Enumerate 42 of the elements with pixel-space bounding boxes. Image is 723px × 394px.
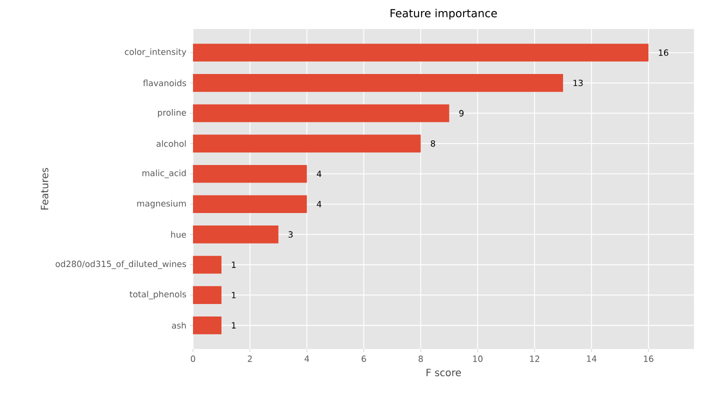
bar: [193, 256, 222, 274]
x-tick-label: 10: [473, 356, 483, 362]
y-tick-label: total_phenols: [130, 290, 186, 300]
y-tick-label: proline: [158, 109, 186, 118]
data-label: 3: [288, 231, 293, 238]
y-tick-label: malic_acid: [142, 170, 186, 178]
data-label: 4: [316, 201, 322, 208]
data-label: 9: [459, 110, 464, 116]
data-label: 1: [232, 292, 236, 298]
x-tick-label: 8: [418, 356, 423, 362]
bar: [193, 226, 278, 244]
bar: [193, 44, 648, 62]
x-axis-title: F score: [426, 368, 461, 376]
data-label: 1: [232, 262, 236, 268]
bar: [193, 164, 307, 183]
bar: [193, 104, 450, 122]
x-tick-label: 6: [362, 356, 366, 362]
chart-title: Feature importance: [390, 8, 497, 20]
x-tick-label: 0: [190, 356, 196, 362]
bar: [193, 74, 564, 92]
data-label: 1: [232, 322, 236, 328]
x-tick-label: 16: [644, 356, 654, 362]
data-label: 16: [658, 49, 668, 56]
y-tick-label: color_intensity: [124, 48, 186, 57]
x-tick-label: 4: [304, 356, 310, 362]
y-tick-label: magnesium: [137, 200, 186, 208]
bar: [193, 134, 421, 152]
bar: [193, 286, 222, 304]
y-tick-label: od280/od315_of_diluted_wines: [56, 260, 186, 269]
x-tick-label: 12: [530, 356, 540, 362]
y-tick-label: hue: [171, 231, 186, 238]
bar: [193, 316, 222, 334]
data-label: 13: [574, 80, 583, 86]
x-tick-label: 2: [248, 356, 252, 362]
y-tick-label: ash: [172, 322, 186, 329]
y-tick-label: flavanoids: [143, 80, 186, 86]
y-axis-title: Features: [40, 168, 48, 210]
bar: [193, 195, 307, 214]
x-tick-label: 14: [587, 356, 596, 362]
data-label: 4: [316, 170, 322, 177]
data-label: 8: [430, 140, 436, 147]
y-tick-label: alcohol: [156, 140, 186, 147]
